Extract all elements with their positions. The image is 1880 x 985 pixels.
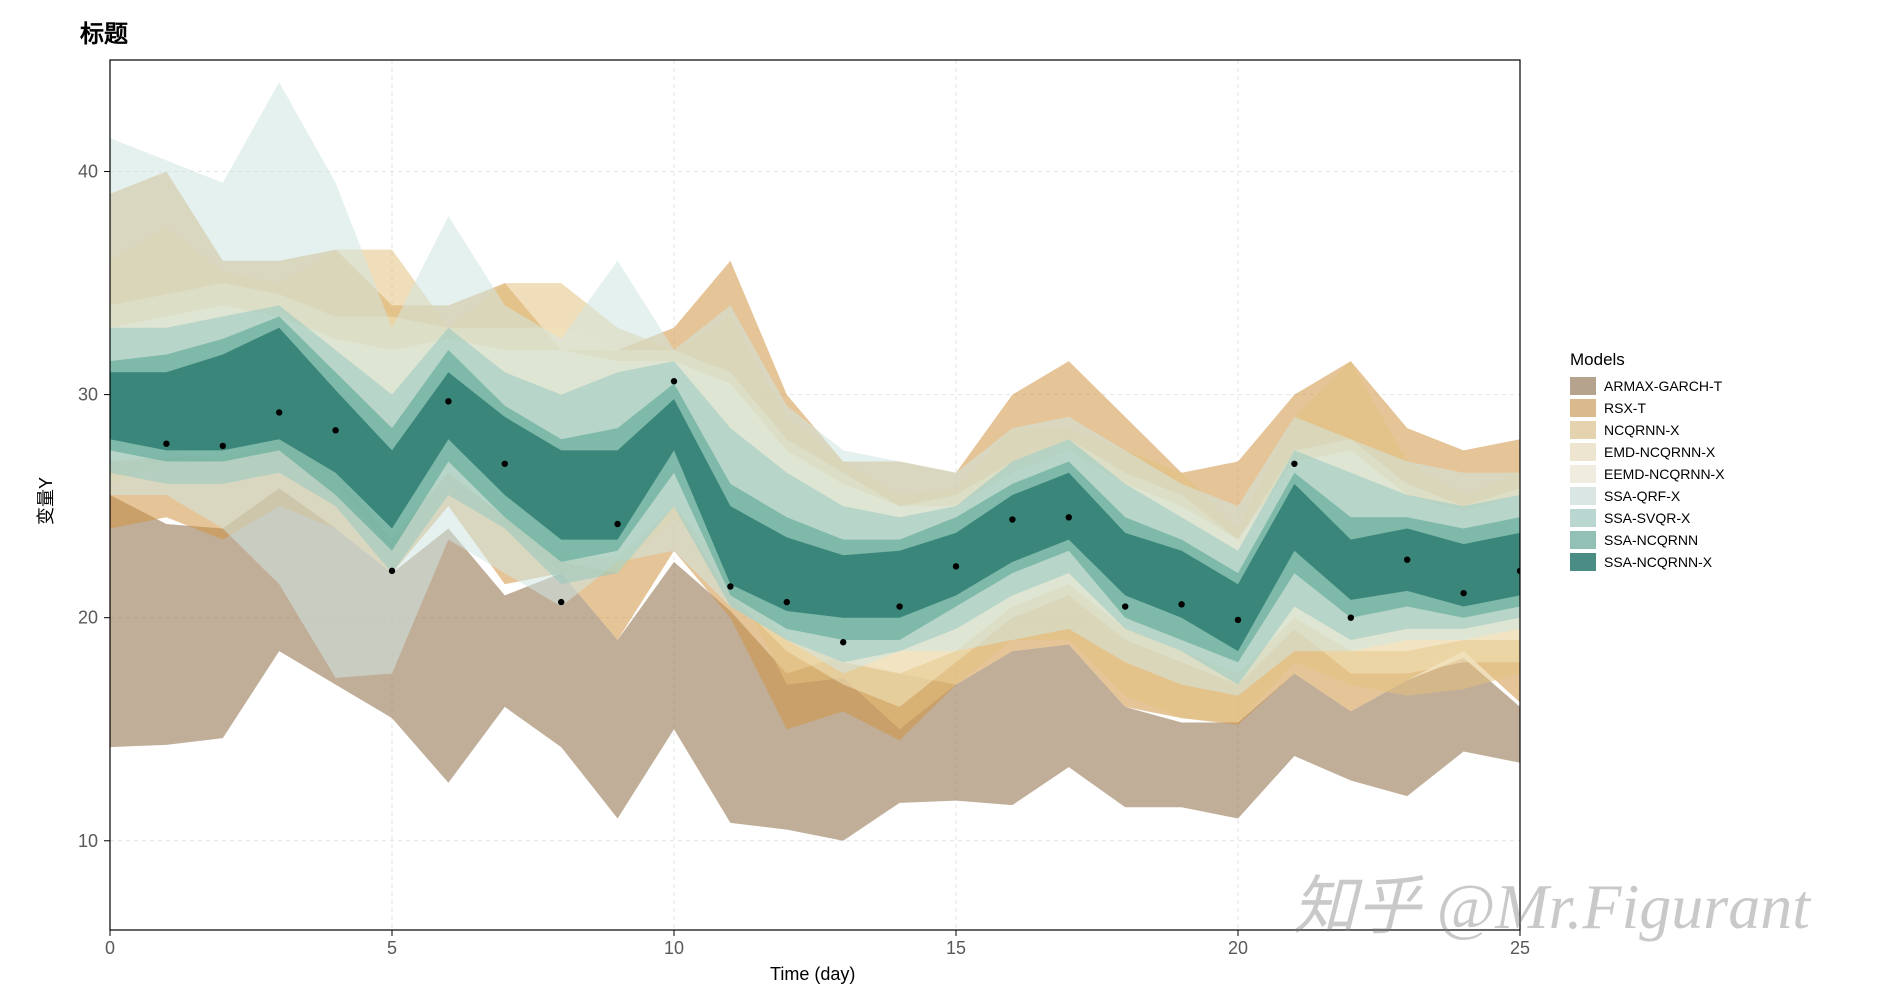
svg-text:SSA-NCQRNN-X: SSA-NCQRNN-X	[1604, 554, 1713, 570]
x-axis-label: Time (day)	[770, 964, 855, 985]
chart-svg: 0 5 10 15 20 25 10 20 30 40 Models ARMAX-GARCH-T RSX…	[0, 0, 1880, 977]
svg-text:ARMAX-GARCH-T: ARMAX-GARCH-T	[1604, 378, 1723, 394]
svg-text:SSA-QRF-X: SSA-QRF-X	[1604, 488, 1681, 504]
svg-text:Models: Models	[1570, 350, 1625, 369]
svg-text:NCQRNN-X: NCQRNN-X	[1604, 422, 1680, 438]
svg-text:SSA-NCQRNN: SSA-NCQRNN	[1604, 532, 1698, 548]
svg-text:15: 15	[946, 938, 966, 958]
svg-text:EEMD-NCQRNN-X: EEMD-NCQRNN-X	[1604, 466, 1725, 482]
svg-text:0: 0	[105, 938, 115, 958]
svg-text:20: 20	[1228, 938, 1248, 958]
svg-text:EMD-NCQRNN-X: EMD-NCQRNN-X	[1604, 444, 1716, 460]
svg-text:10: 10	[664, 938, 684, 958]
svg-text:SSA-SVQR-X: SSA-SVQR-X	[1604, 510, 1691, 526]
y-axis-label: 变量Y	[32, 477, 58, 525]
legend: Models ARMAX-GARCH-T RSX-T NCQRNN-X EMD-NCQR…	[1570, 350, 1725, 571]
chart-title: 标题	[80, 14, 128, 49]
svg-text:RSX-T: RSX-T	[1604, 400, 1646, 416]
svg-text:20: 20	[78, 608, 98, 628]
svg-text:40: 40	[78, 162, 98, 182]
svg-text:5: 5	[387, 938, 397, 958]
svg-text:25: 25	[1510, 938, 1530, 958]
svg-text:10: 10	[78, 831, 98, 851]
svg-text:30: 30	[78, 385, 98, 405]
